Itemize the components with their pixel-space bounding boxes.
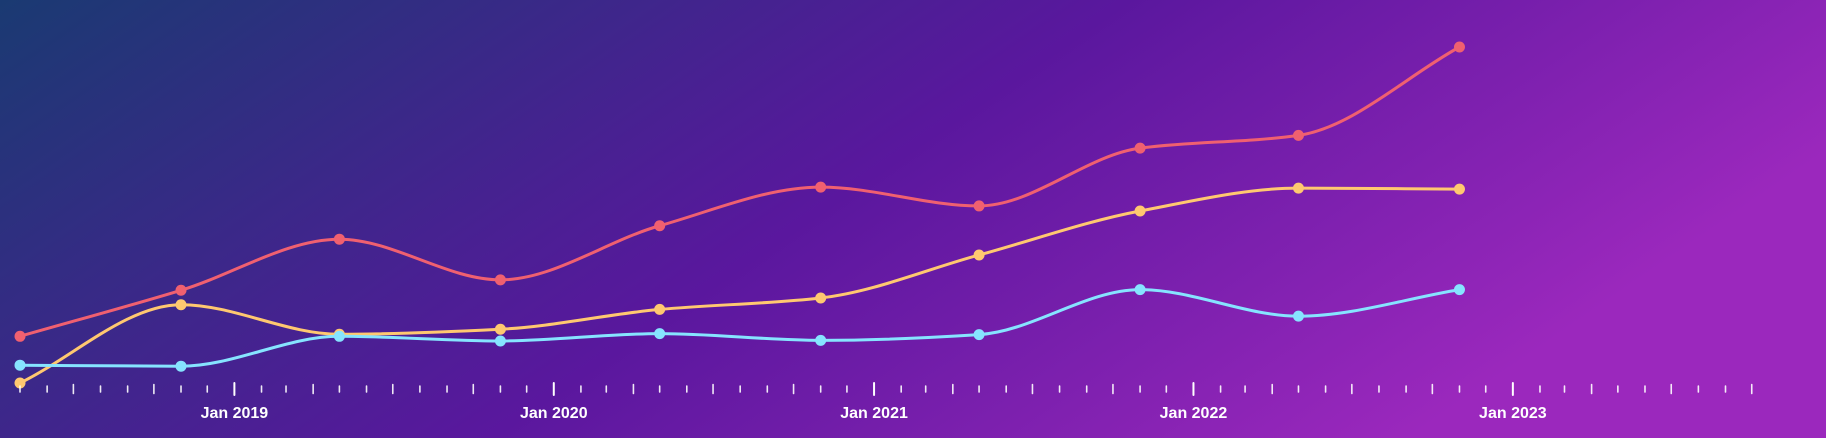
series-3-point-8[interactable] — [1134, 284, 1146, 296]
series-3-point-6[interactable] — [815, 334, 827, 346]
series-2-point-2[interactable] — [175, 299, 187, 311]
series-1-point-3[interactable] — [333, 233, 345, 245]
series-1-point-7[interactable] — [973, 200, 985, 212]
series-1-point-10[interactable] — [1453, 41, 1465, 53]
series-2-point-5[interactable] — [654, 303, 666, 315]
series-1-point-9[interactable] — [1292, 129, 1304, 141]
x-axis-tick-label: Jan 2022 — [1160, 405, 1228, 422]
series-1-point-5[interactable] — [654, 220, 666, 232]
series-3-point-7[interactable] — [973, 329, 985, 341]
series-3-point-5[interactable] — [654, 328, 666, 340]
series-2-point-6[interactable] — [815, 292, 827, 304]
series-1-point-6[interactable] — [815, 181, 827, 193]
series-1-point-4[interactable] — [494, 274, 506, 286]
series-lines — [18, 45, 1461, 385]
series-1-line — [18, 45, 1461, 338]
series-1-point-1[interactable] — [14, 330, 26, 342]
series-3-point-1[interactable] — [14, 359, 26, 371]
series-3-line — [18, 288, 1461, 368]
x-axis-tick-label: Jan 2020 — [520, 405, 588, 422]
series-2-point-7[interactable] — [973, 249, 985, 261]
series-2-point-4[interactable] — [494, 323, 506, 335]
series-2-point-10[interactable] — [1453, 183, 1465, 195]
series-2-point-9[interactable] — [1292, 182, 1304, 194]
x-axis-tick-label: Jan 2019 — [201, 405, 269, 422]
x-axis-tick-label: Jan 2021 — [840, 405, 908, 422]
series-1-point-2[interactable] — [175, 284, 187, 296]
x-axis: Jan 2019 Jan 2020 Jan 2021 Jan 2022 Jan 2023 — [19, 382, 1753, 422]
series-2-point-1[interactable] — [14, 377, 26, 389]
series-3-point-10[interactable] — [1453, 284, 1465, 296]
series-2-line — [18, 186, 1461, 385]
series-3-point-3[interactable] — [333, 330, 345, 342]
series-1-point-8[interactable] — [1134, 142, 1146, 154]
series-3-point-4[interactable] — [494, 335, 506, 347]
series-2-point-8[interactable] — [1134, 205, 1146, 217]
series-points — [14, 41, 1465, 389]
series-3-point-9[interactable] — [1292, 310, 1304, 322]
x-axis-tick-label: Jan 2023 — [1479, 405, 1547, 422]
series-3-point-2[interactable] — [175, 360, 187, 372]
